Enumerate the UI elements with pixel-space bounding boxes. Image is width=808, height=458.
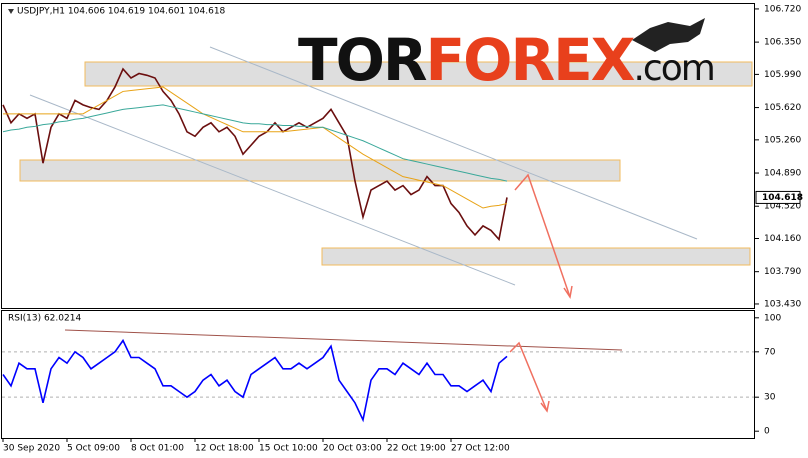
rsi-arrow	[509, 341, 548, 412]
x-tick-label: 8 Oct 01:00	[131, 444, 184, 454]
last-price-box	[755, 190, 801, 204]
y-tick-label: 106.720	[764, 4, 801, 14]
x-tick-label: 27 Oct 12:00	[451, 444, 510, 454]
channel-bottom	[29, 94, 516, 286]
y-tick-label: 104.890	[764, 169, 801, 179]
logo-bull	[632, 18, 705, 52]
series-line	[2, 338, 508, 423]
y-tick-label: 30	[764, 393, 776, 403]
x-tick-label: 12 Oct 18:00	[195, 444, 254, 454]
y-tick-label: 105.620	[764, 103, 801, 113]
last-price-label: 104.618	[762, 193, 803, 203]
y-tick-label: 105.990	[764, 70, 801, 80]
logo-part2: FOREX	[426, 26, 635, 94]
forecast-arrows	[509, 173, 573, 413]
channel-top	[209, 46, 698, 240]
rsi-panel	[1, 310, 755, 439]
resistance-zone	[84, 61, 753, 87]
y-tick-label: 0	[764, 427, 770, 437]
pivot-zone	[19, 159, 621, 182]
y-tick-label: 100	[764, 313, 781, 323]
series-line	[3, 86, 508, 209]
y-tick-label: 104.520	[764, 202, 801, 212]
support-zone	[321, 247, 751, 266]
y-tick-label: 106.350	[764, 38, 801, 48]
rsi-title: RSI(13) 62.0214	[8, 314, 81, 324]
x-tick-label: 5 Oct 09:00	[67, 444, 120, 454]
y-tick-label: 105.260	[764, 135, 801, 145]
rsi-arrowhead	[540, 400, 550, 413]
price-panel	[1, 3, 755, 309]
logo: TORFOREX.com	[298, 26, 714, 94]
x-tick-label: 20 Oct 03:00	[323, 444, 382, 454]
series-line	[2, 104, 508, 182]
price-title: USDJPY,H1 104.606 104.619 104.601 104.61…	[17, 7, 226, 17]
y-tick-label: 103.790	[764, 267, 801, 277]
y-tick-label: 70	[764, 347, 776, 357]
price-arrow	[514, 173, 571, 298]
y-tick-label: 103.430	[764, 299, 801, 309]
logo-domain: .com	[633, 48, 713, 89]
rsi-trendline	[64, 329, 623, 351]
price-arrowhead	[563, 285, 573, 299]
menu-triangle	[8, 9, 14, 14]
y-tick-label: 104.160	[764, 234, 801, 244]
series-line	[2, 67, 508, 242]
x-tick-label: 15 Oct 10:00	[259, 444, 318, 454]
logo-part1: TOR	[298, 26, 427, 94]
x-tick-label: 22 Oct 19:00	[387, 444, 446, 454]
x-tick-label: 30 Sep 2020	[3, 444, 60, 454]
